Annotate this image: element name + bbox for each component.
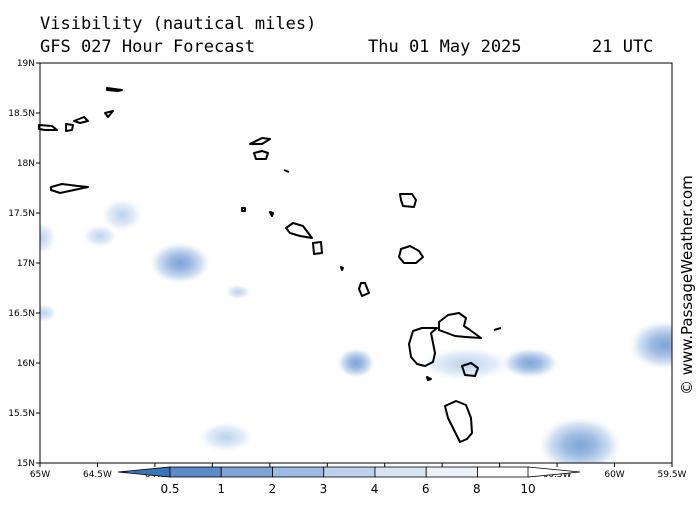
colorbar-cell xyxy=(477,466,530,478)
lat-tick-label: 18.5N xyxy=(8,109,35,119)
lat-tick-label: 16N xyxy=(17,359,35,369)
lon-tick-label: 65W xyxy=(30,470,50,480)
colorbar-label: 8 xyxy=(473,482,481,496)
colorbar: 0.5 1 2 3 4 6 8 10 xyxy=(117,466,581,496)
lat-tick-label: 16.5N xyxy=(8,309,35,319)
colorbar-label: 2 xyxy=(268,482,276,496)
colorbar-cell xyxy=(425,466,478,478)
colorbar-label: 6 xyxy=(422,482,430,496)
lat-tick-label: 15N xyxy=(17,459,35,469)
chart-title: Visibility (nautical miles) xyxy=(40,14,317,34)
colorbar-label: 1 xyxy=(217,482,225,496)
island-outlines xyxy=(38,87,502,443)
lon-tick-label: 59.5W xyxy=(658,470,687,480)
colorbar-cell xyxy=(220,466,273,478)
lon-tick-label: 64.5W xyxy=(83,470,112,480)
colorbar-label: 10 xyxy=(520,482,535,496)
lat-tick-label: 17N xyxy=(17,259,35,269)
colorbar-cell xyxy=(272,466,325,478)
forecast-time: 21 UTC xyxy=(592,37,654,57)
lat-tick-label: 19N xyxy=(17,59,35,69)
lat-tick-label: 17.5N xyxy=(8,209,35,219)
visibility-shading xyxy=(40,197,672,463)
lon-tick-label: 60.5W xyxy=(543,470,572,480)
lat-tick-label: 15.5N xyxy=(8,409,35,419)
colorbar-cell xyxy=(169,466,222,478)
colorbar-label: 4 xyxy=(371,482,379,496)
lon-tick-label: 60W xyxy=(604,470,624,480)
lat-tick-label: 18N xyxy=(17,159,35,169)
map-frame xyxy=(39,62,673,464)
colorbar-cell xyxy=(374,466,427,478)
colorbar-label: 0.5 xyxy=(160,482,179,496)
colorbar-cell xyxy=(323,466,376,478)
forecast-label: GFS 027 Hour Forecast xyxy=(40,37,255,57)
colorbar-label: 3 xyxy=(320,482,328,496)
forecast-date: Thu 01 May 2025 xyxy=(368,37,522,57)
